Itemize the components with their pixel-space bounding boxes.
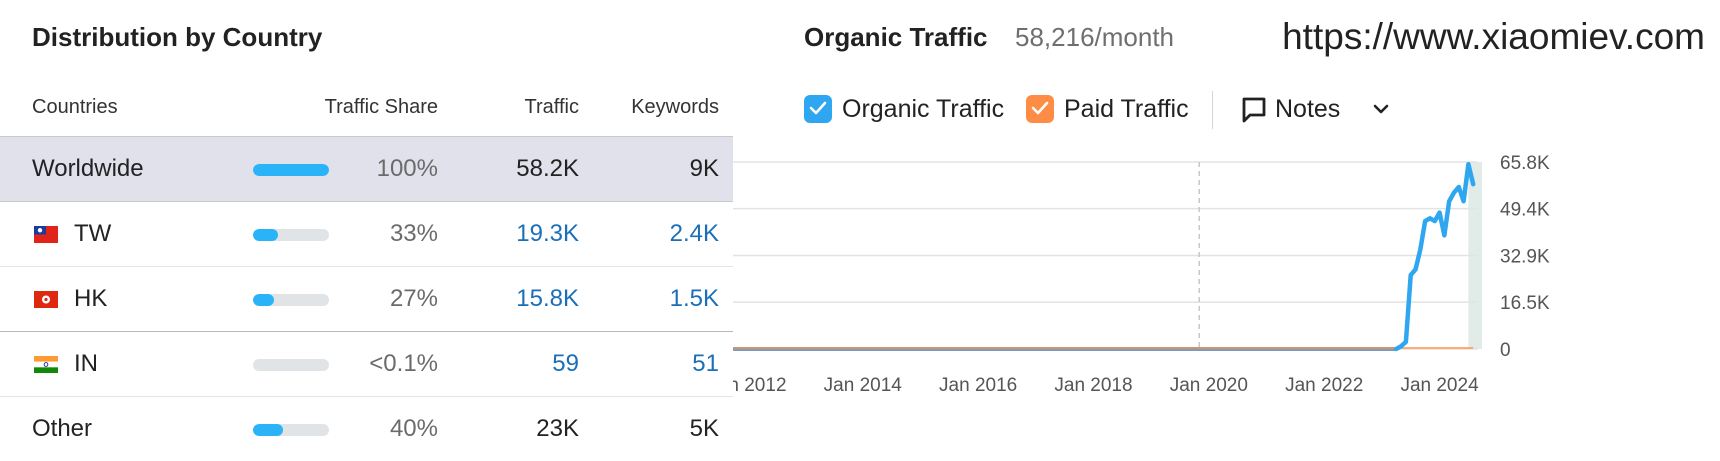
traffic-link[interactable]: 19.3K xyxy=(516,220,579,248)
table-row-other[interactable]: Other 40% 23K 5K xyxy=(0,397,733,461)
traffic-share-fill xyxy=(253,294,274,306)
keywords-link[interactable]: 51 xyxy=(692,350,719,378)
organic-traffic-line xyxy=(1396,164,1473,349)
traffic-share-fill xyxy=(253,229,278,241)
header-countries: Countries xyxy=(32,96,118,119)
distribution-title: Distribution by Country xyxy=(32,22,322,53)
x-tick-label: Jan 2018 xyxy=(1054,375,1132,396)
organic-traffic-checkbox[interactable] xyxy=(804,95,832,123)
table-row-hk[interactable]: HK 27% 15.8K 1.5K xyxy=(0,267,733,332)
traffic-share-bar xyxy=(253,229,329,241)
keywords-value: 9K xyxy=(690,155,719,183)
traffic-share-value: 27% xyxy=(390,285,438,313)
site-url: https://www.xiaomiev.com xyxy=(1282,16,1705,58)
organic-traffic-panel: Organic Traffic 58,216/month https://www… xyxy=(733,0,1720,452)
organic-traffic-legend-label[interactable]: Organic Traffic xyxy=(842,95,1004,124)
organic-traffic-monthly: 58,216/month xyxy=(1015,22,1174,53)
traffic-share-bar xyxy=(253,164,329,176)
traffic-value: 23K xyxy=(536,415,579,443)
flag-in-icon xyxy=(34,356,58,373)
country-name: HK xyxy=(74,285,107,313)
traffic-share-bar xyxy=(253,359,329,371)
check-icon xyxy=(809,101,827,115)
traffic-share-fill xyxy=(253,164,329,176)
y-tick-label: 65.8K xyxy=(1500,153,1550,174)
header-traffic-share[interactable]: Traffic Share xyxy=(325,96,438,119)
y-tick-label: 0 xyxy=(1500,340,1511,361)
organic-traffic-title: Organic Traffic xyxy=(804,22,988,53)
traffic-share-value: <0.1% xyxy=(369,350,438,378)
paid-traffic-checkbox[interactable] xyxy=(1026,95,1054,123)
distribution-panel: Distribution by Country Countries Traffi… xyxy=(0,0,733,452)
table-row-worldwide[interactable]: Worldwide 100% 58.2K 9K xyxy=(0,137,733,202)
check-icon xyxy=(1031,101,1049,115)
flag-tw-icon xyxy=(34,226,58,243)
traffic-share-bar xyxy=(253,294,329,306)
table-row-tw[interactable]: TW 33% 19.3K 2.4K xyxy=(0,202,733,267)
y-tick-label: 16.5K xyxy=(1500,293,1550,314)
traffic-share-bar xyxy=(253,424,329,436)
x-tick-label: Jan 2022 xyxy=(1285,375,1363,396)
x-tick-label: Jan 2020 xyxy=(1170,375,1248,396)
keywords-value: 5K xyxy=(690,415,719,443)
organic-traffic-chart: 0 16.5K 32.9K 49.4K 65.8K Jan 2012 Jan 2014 Jan… xyxy=(733,150,1720,452)
legend-divider xyxy=(1212,91,1213,129)
keywords-link[interactable]: 2.4K xyxy=(670,220,719,248)
y-tick-label: 32.9K xyxy=(1500,247,1550,268)
x-tick-label: Jan 2024 xyxy=(1400,375,1479,396)
keywords-link[interactable]: 1.5K xyxy=(670,285,719,313)
table-header: Countries Traffic Share Traffic Keywords xyxy=(0,96,733,137)
traffic-share-value: 40% xyxy=(390,415,438,443)
x-tick-label: Jan 2012 xyxy=(733,375,787,396)
paid-traffic-legend-label[interactable]: Paid Traffic xyxy=(1064,95,1189,124)
country-name: Worldwide xyxy=(32,155,144,183)
x-tick-label: Jan 2014 xyxy=(824,375,903,396)
header-traffic[interactable]: Traffic xyxy=(525,96,579,119)
traffic-share-value: 100% xyxy=(377,155,438,183)
traffic-share-fill xyxy=(253,424,283,436)
traffic-link[interactable]: 15.8K xyxy=(516,285,579,313)
country-name: Other xyxy=(32,415,92,443)
current-period-band xyxy=(1468,162,1482,349)
country-name: IN xyxy=(74,350,98,378)
country-name: TW xyxy=(74,220,111,248)
x-tick-label: Jan 2016 xyxy=(939,375,1017,396)
chevron-down-icon xyxy=(1373,103,1389,115)
table-row-in[interactable]: IN <0.1% 59 51 xyxy=(0,332,733,397)
traffic-share-value: 33% xyxy=(390,220,438,248)
header-keywords[interactable]: Keywords xyxy=(631,96,719,119)
traffic-link[interactable]: 59 xyxy=(552,350,579,378)
notes-label: Notes xyxy=(1275,95,1340,124)
flag-hk-icon xyxy=(34,291,58,308)
traffic-value: 58.2K xyxy=(516,155,579,183)
y-tick-label: 49.4K xyxy=(1500,200,1550,221)
comment-icon xyxy=(1241,96,1267,124)
